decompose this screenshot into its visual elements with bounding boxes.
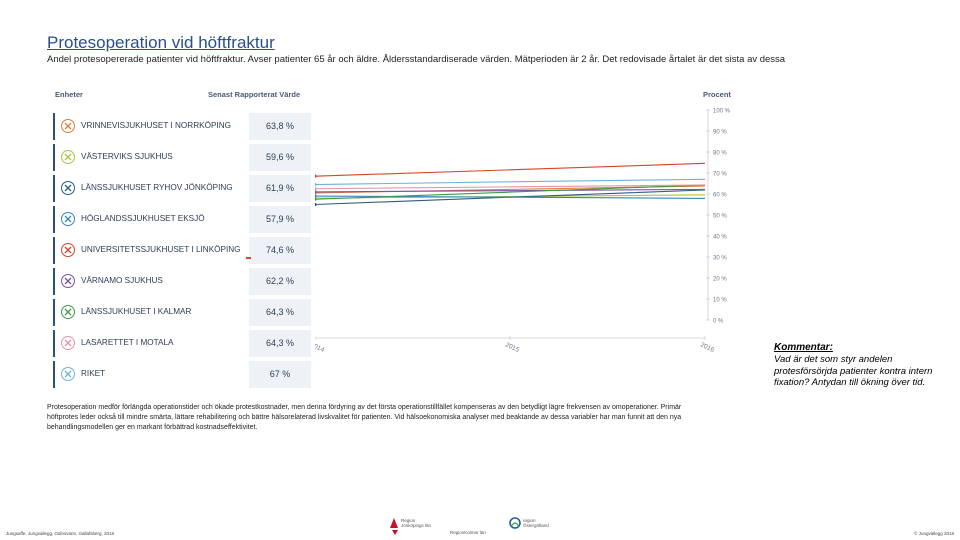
svg-text:region: region bbox=[523, 518, 536, 523]
unit-value: 62,2 % bbox=[249, 268, 311, 295]
y-tick-label: 60 % bbox=[713, 193, 727, 199]
unit-value: 59,6 % bbox=[249, 144, 311, 171]
cross-icon bbox=[61, 150, 75, 164]
svg-text:Östergötland: Östergötland bbox=[523, 522, 549, 528]
x-tick-label: 2014 bbox=[315, 341, 326, 354]
unit-row[interactable]: VÄRNAMO SJUKHUS 62,2 % bbox=[53, 268, 311, 295]
unit-value: 67 % bbox=[249, 361, 311, 388]
body-paragraph: Protesoperation medför förlängda operati… bbox=[47, 404, 682, 431]
unit-row[interactable]: HÖGLANDSSJUKHUSET EKSJÖ 57,9 % bbox=[53, 206, 311, 233]
unit-name-cell: RIKET bbox=[53, 361, 247, 388]
series-line-7 bbox=[315, 184, 706, 200]
series-start-point-5 bbox=[315, 174, 317, 178]
unit-name-cell: VÄSTERVIKS SJUKHUS bbox=[53, 144, 247, 171]
unit-label: VÄSTERVIKS SJUKHUS bbox=[81, 152, 173, 161]
svg-text:RegionKalmar län: RegionKalmar län bbox=[450, 530, 486, 535]
unit-name-cell: LÄNSSJUKHUSET I KALMAR bbox=[53, 299, 247, 326]
cross-icon bbox=[61, 305, 75, 319]
percent-header: Procent bbox=[703, 90, 731, 99]
region-ostergotland-logo: region Östergötland bbox=[509, 517, 549, 529]
series-line-9 bbox=[315, 178, 706, 186]
unit-row[interactable]: RIKET 67 % bbox=[53, 361, 311, 388]
x-tick-label: 2015 bbox=[504, 341, 520, 354]
series-start-point-8 bbox=[315, 187, 317, 191]
unit-row[interactable]: UNIVERSITETSSJUKHUSET I LINKÖPING 74,6 % bbox=[53, 237, 311, 264]
y-tick-label: 20 % bbox=[713, 277, 727, 283]
footer-copyright: © Jungvallegg 2018 bbox=[914, 531, 954, 536]
cross-icon bbox=[61, 119, 75, 133]
svg-text:Jönköpings län: Jönköpings län bbox=[401, 523, 432, 528]
unit-name-cell: VÄRNAMO SJUKHUS bbox=[53, 268, 247, 295]
unit-label: LÄNSSJUKHUSET RYHOV JÖNKÖPING bbox=[81, 183, 233, 192]
unit-value: 63,8 % bbox=[249, 113, 311, 140]
comment-body: Vad är det som styr andelen protesförsör… bbox=[774, 354, 933, 388]
unit-name-cell: VRINNEVISJUKHUSET I NORRKÖPING bbox=[53, 113, 247, 140]
unit-label: VÄRNAMO SJUKHUS bbox=[81, 276, 163, 285]
unit-name-cell: LASARETTET I MOTALA bbox=[53, 330, 247, 357]
unit-label: HÖGLANDSSJUKHUSET EKSJÖ bbox=[81, 214, 205, 223]
series-start-point-4 bbox=[315, 194, 317, 198]
unit-row[interactable]: LASARETTET I MOTALA 64,3 % bbox=[53, 330, 311, 357]
cross-icon bbox=[61, 243, 75, 257]
units-header: Enheter bbox=[55, 90, 83, 99]
y-tick-label: 30 % bbox=[713, 256, 727, 262]
region-jonkoping-logo: Region Jönköpings län bbox=[390, 518, 432, 535]
series-start-point-9 bbox=[315, 182, 317, 187]
unit-label: VRINNEVISJUKHUSET I NORRKÖPING bbox=[81, 121, 231, 130]
value-header: Senast Rapporterat Värde bbox=[208, 90, 301, 99]
unit-row[interactable]: LÄNSSJUKHUSET RYHOV JÖNKÖPING 61,9 % bbox=[53, 175, 311, 202]
series-line-8 bbox=[315, 184, 706, 190]
unit-row[interactable]: VÄSTERVIKS SJUKHUS 59,6 % bbox=[53, 144, 311, 171]
logo-strip: Region Jönköpings län RegionKalmar län r… bbox=[380, 514, 580, 536]
footer-source: Jungsaffe, Jungvallegg, Odinsvarin, Gall… bbox=[6, 531, 114, 536]
unit-name-cell: HÖGLANDSSJUKHUSET EKSJÖ bbox=[53, 206, 247, 233]
series-line-6 bbox=[315, 188, 706, 193]
unit-row[interactable]: VRINNEVISJUKHUSET I NORRKÖPING 63,8 % bbox=[53, 113, 311, 140]
unit-value: 57,9 % bbox=[249, 206, 311, 233]
unit-value: 61,9 % bbox=[249, 175, 311, 202]
x-tick-label: 2016 bbox=[699, 341, 715, 354]
unit-label: LÄNSSJUKHUSET I KALMAR bbox=[81, 307, 192, 316]
slide-subtitle: Andel protesopererade patienter vid höft… bbox=[47, 54, 786, 65]
unit-label: LASARETTET I MOTALA bbox=[81, 338, 174, 347]
unit-label: UNIVERSITETSSJUKHUSET I LINKÖPING bbox=[81, 245, 241, 254]
cross-icon bbox=[61, 336, 75, 350]
cross-icon bbox=[61, 212, 75, 226]
unit-value: 64,3 % bbox=[249, 299, 311, 326]
unit-value: 74,6 % bbox=[249, 237, 311, 264]
unit-row[interactable]: LÄNSSJUKHUSET I KALMAR 64,3 % bbox=[53, 299, 311, 326]
line-chart: 0 % 10 % 20 % 30 % 40 % 50 % 60 % 70 % 80 % 90 % 1… bbox=[315, 109, 731, 354]
y-tick-label: 100 % bbox=[713, 109, 731, 115]
unit-value: 64,3 % bbox=[249, 330, 311, 357]
chart-panel: Enheter Senast Rapporterat Värde Procent… bbox=[45, 84, 745, 390]
cross-icon bbox=[61, 274, 75, 288]
series-start-point-7 bbox=[315, 197, 317, 201]
y-tick-label: 70 % bbox=[713, 172, 727, 178]
y-tick-label: 50 % bbox=[713, 214, 727, 220]
comment-title: Kommentar: bbox=[774, 342, 833, 353]
y-tick-label: 0 % bbox=[713, 319, 724, 325]
slide-title: Protesoperation vid höftfraktur bbox=[47, 33, 275, 52]
series-start-point-6 bbox=[315, 190, 317, 194]
svg-text:Region: Region bbox=[401, 518, 416, 523]
y-tick-label: 40 % bbox=[713, 235, 727, 241]
unit-label: RIKET bbox=[81, 369, 106, 378]
y-tick-label: 80 % bbox=[713, 151, 727, 157]
y-tick-label: 90 % bbox=[713, 130, 727, 136]
cross-icon bbox=[61, 181, 75, 195]
unit-name-cell: UNIVERSITETSSJUKHUSET I LINKÖPING bbox=[53, 237, 247, 264]
region-kalmar-logo: RegionKalmar län bbox=[450, 514, 486, 535]
red-dash bbox=[246, 257, 251, 259]
series-start-point-3 bbox=[315, 202, 317, 207]
y-tick-label: 10 % bbox=[713, 298, 727, 304]
series-line-2 bbox=[315, 194, 706, 199]
unit-name-cell: LÄNSSJUKHUSET RYHOV JÖNKÖPING bbox=[53, 175, 247, 202]
cross-icon bbox=[61, 367, 75, 381]
series-line-5 bbox=[315, 162, 706, 177]
